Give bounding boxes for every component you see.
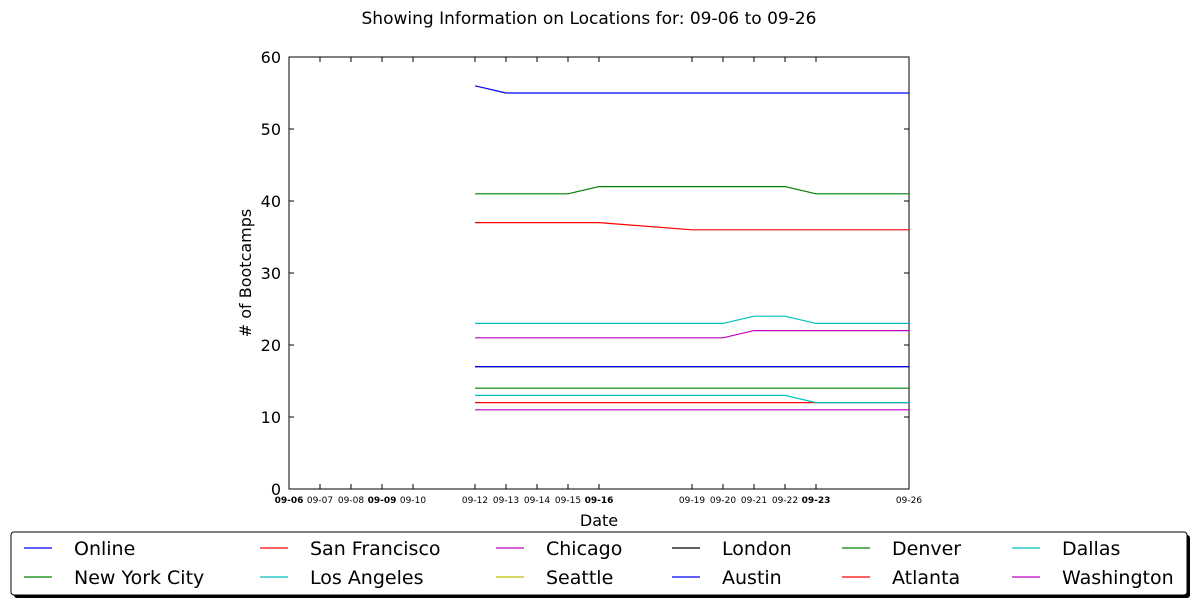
x-tick-label: 09-19 [679,496,705,506]
y-tick-label: 20 [261,336,281,355]
legend-label-online: Online [74,538,135,560]
series-line-new-york-city [475,186,909,195]
y-tick-label: 0 [271,480,281,499]
x-axis: 09-06 09-07 09-08 09-09 09-10 09-12 09-13 09-14… [275,57,922,506]
y-tick-label: 40 [261,192,281,211]
x-tick-label: 09-10 [400,496,426,506]
x-tick-label: 09-07 [307,496,333,506]
y-tick-label: 50 [261,120,281,139]
series-line-chicago [475,330,909,339]
chart-title: Showing Information on Locations for: 09… [362,9,817,29]
x-tick-label: 09-06 [275,496,304,506]
x-tick-label: 09-16 [585,496,614,506]
series-line-san-francisco [475,222,909,231]
legend-label-chicago: Chicago [546,538,622,560]
series-lines [474,85,909,411]
x-tick-label: 09-26 [896,496,922,506]
x-tick-label: 09-22 [772,496,798,506]
legend-label-denver: Denver [892,538,961,560]
y-tick-label: 10 [261,408,281,427]
legend-label-los-angeles: Los Angeles [310,567,423,589]
x-tick-label: 09-20 [710,496,736,506]
y-axis-label: # of Bootcamps [236,209,255,338]
x-tick-label: 09-21 [741,496,767,506]
series-line-online [474,85,909,94]
x-axis-label: Date [580,511,618,530]
legend-label-london: London [722,538,792,560]
y-axis: 0 10 20 30 40 50 60 [261,48,909,499]
series-line-dallas [475,394,909,404]
legend-label-new-york-city: New York City [74,567,204,589]
x-tick-label: 09-14 [524,496,550,506]
y-tick-label: 30 [261,264,281,283]
series-line-los-angeles [475,315,909,324]
x-tick-label: 09-23 [802,496,831,506]
x-tick-label: 09-13 [493,496,519,506]
legend: Online New York City San Francisco Los Ange… [10,531,1190,598]
y-tick-label: 60 [261,48,281,67]
legend-label-austin: Austin [722,567,782,589]
plot-area [288,56,910,490]
legend-frame [10,531,1188,596]
legend-label-washington: Washington [1062,567,1174,589]
x-tick-label: 09-15 [555,496,581,506]
x-tick-label: 09-08 [338,496,364,506]
legend-label-seattle: Seattle [546,567,613,589]
legend-label-atlanta: Atlanta [892,567,960,589]
x-tick-label: 09-09 [368,496,397,506]
plot-frame [288,56,910,490]
legend-label-san-francisco: San Francisco [310,538,441,560]
x-tick-label: 09-12 [462,496,488,506]
legend-label-dallas: Dallas [1062,538,1120,560]
